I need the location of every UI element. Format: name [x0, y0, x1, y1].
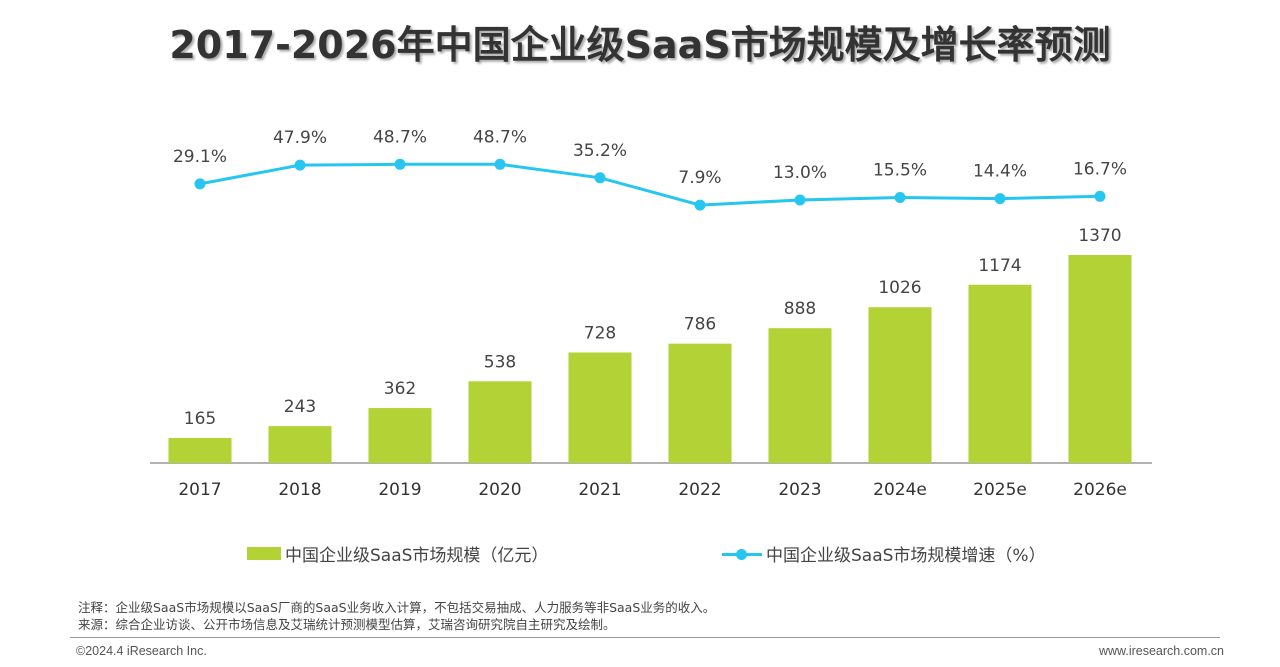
- growth-data-label: 35.2%: [573, 141, 627, 161]
- bar: [268, 426, 332, 463]
- bar-data-label: 786: [684, 315, 716, 335]
- bar-data-label: 538: [484, 352, 516, 372]
- legend-swatch-line: [722, 547, 762, 561]
- growth-point: [594, 172, 606, 184]
- bar-data-label: 243: [284, 397, 316, 417]
- bar-data-label: 165: [184, 409, 216, 429]
- growth-data-label: 7.9%: [678, 168, 721, 188]
- x-tick-label: 2024e: [873, 480, 927, 500]
- source-text: 来源：综合企业访谈、公开市场信息及艾瑞统计预测模型估算，艾瑞咨询研究院自主研究及…: [78, 617, 616, 632]
- x-tick-label: 2019: [378, 480, 421, 500]
- bar-data-label: 362: [384, 379, 416, 399]
- growth-point: [794, 194, 806, 206]
- growth-data-label: 29.1%: [173, 147, 227, 167]
- x-tick-label: 2025e: [973, 480, 1027, 500]
- growth-point: [1094, 190, 1106, 202]
- growth-data-label: 14.4%: [973, 162, 1027, 182]
- growth-data-label: 16.7%: [1073, 159, 1127, 179]
- growth-data-label: 13.0%: [773, 163, 827, 183]
- bar: [868, 307, 932, 463]
- growth-line: [199, 162, 1101, 207]
- growth-point: [394, 158, 406, 170]
- x-tick-label: 2018: [278, 480, 321, 500]
- x-tick-label: 2021: [578, 480, 621, 500]
- bar: [368, 408, 432, 463]
- legend-label-line: 中国企业级SaaS市场规模增速（%）: [766, 546, 1046, 566]
- legend-label-bar: 中国企业级SaaS市场规模（亿元）: [285, 546, 549, 566]
- growth-point: [694, 199, 706, 211]
- legend-item-line: 中国企业级SaaS市场规模增速（%）: [722, 541, 1046, 566]
- note-text: 注释：企业级SaaS市场规模以SaaS厂商的SaaS业务收入计算，不包括交易抽成…: [78, 600, 716, 615]
- growth-point: [494, 158, 506, 170]
- growth-point: [194, 178, 206, 190]
- growth-data-label: 47.9%: [273, 128, 327, 148]
- bar: [568, 352, 632, 463]
- legend-swatch-bar: [247, 547, 281, 560]
- bar: [668, 343, 732, 463]
- website: www.iresearch.com.cn: [1098, 644, 1224, 658]
- bar: [968, 284, 1032, 463]
- growth-point: [994, 193, 1006, 205]
- footer-divider: [70, 637, 1220, 638]
- bar-data-label: 1370: [1078, 226, 1121, 246]
- legend-item-bar: 中国企业级SaaS市场规模（亿元）: [247, 541, 548, 566]
- x-tick-label: 2023: [778, 480, 821, 500]
- copyright: ©2024.4 iResearch Inc.: [76, 644, 207, 658]
- bar: [1068, 255, 1132, 463]
- bar-data-label: 728: [584, 323, 616, 343]
- growth-data-label: 48.7%: [373, 127, 427, 147]
- chart-title: 2017-2026年中国企业级SaaS市场规模及增长率预测: [169, 23, 1111, 67]
- bar: [168, 437, 232, 463]
- growth-data-label: 48.7%: [473, 127, 527, 147]
- x-tick-label: 2017: [178, 480, 221, 500]
- x-tick-label: 2020: [478, 480, 521, 500]
- growth-point: [894, 192, 906, 203]
- bar-data-label: 1026: [878, 278, 921, 298]
- chart: 165 2017 243 2018 362 2019 538 2020 728 2021 786 20…: [150, 127, 1152, 500]
- growth-data-label: 15.5%: [873, 161, 927, 181]
- bar-data-label: 1174: [978, 256, 1021, 276]
- growth-point: [294, 159, 306, 171]
- x-tick-label: 2022: [678, 480, 721, 500]
- x-tick-label: 2026e: [1073, 480, 1127, 500]
- bar: [468, 381, 532, 463]
- bar: [768, 328, 832, 463]
- bar-data-label: 888: [784, 299, 816, 319]
